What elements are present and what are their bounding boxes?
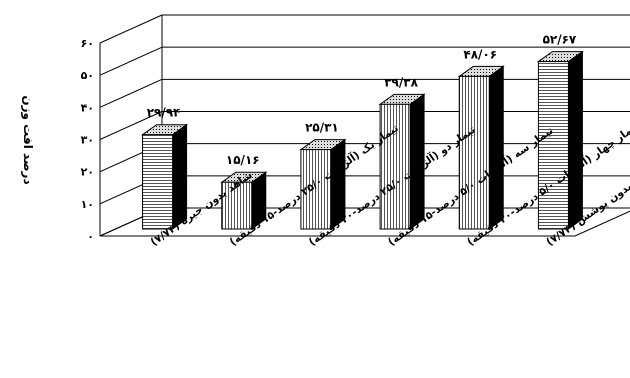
bar xyxy=(536,50,584,230)
y-tick-label: ۶۰ xyxy=(81,37,94,50)
y-tick-label: ۳۰ xyxy=(81,134,94,147)
bar-side xyxy=(488,65,504,230)
bar-front xyxy=(142,134,174,230)
bar-front xyxy=(379,103,411,230)
y-axis-title: درصد افت وزن xyxy=(20,95,35,184)
bar xyxy=(457,65,505,230)
bar-layer xyxy=(141,50,584,230)
gridline-diagonal xyxy=(99,111,163,140)
y-tick-label: ۱۰ xyxy=(81,198,94,211)
y-tick-label: ۴۰ xyxy=(81,101,94,114)
bar-value-label: ۲۵/۳۱ xyxy=(305,121,339,135)
bar-value-label: ۳۹/۳۸ xyxy=(384,75,418,89)
y-tick-label: ۰ xyxy=(87,230,94,243)
bar-value-label: ۵۲/۶۷ xyxy=(543,33,577,47)
bar-value-label: ۲۹/۹۴ xyxy=(147,106,181,120)
bar-value-label: ۱۵/۱۶ xyxy=(226,153,260,167)
y-tick-label: ۲۰ xyxy=(81,166,94,179)
y-tick-label: ۵۰ xyxy=(81,69,94,82)
bar-front xyxy=(300,149,332,230)
bar xyxy=(220,171,268,230)
bar xyxy=(378,93,426,230)
gridline-diagonal xyxy=(99,46,163,76)
bar-side xyxy=(567,50,583,230)
bar xyxy=(299,138,347,230)
bar-front xyxy=(458,75,490,230)
bar-front xyxy=(221,181,253,230)
bar-value-label: ۴۸/۰۶ xyxy=(463,47,497,61)
bar xyxy=(141,123,189,230)
gridline-diagonal xyxy=(99,78,163,108)
bar-front xyxy=(537,61,569,230)
gridline-diagonal xyxy=(99,14,163,44)
